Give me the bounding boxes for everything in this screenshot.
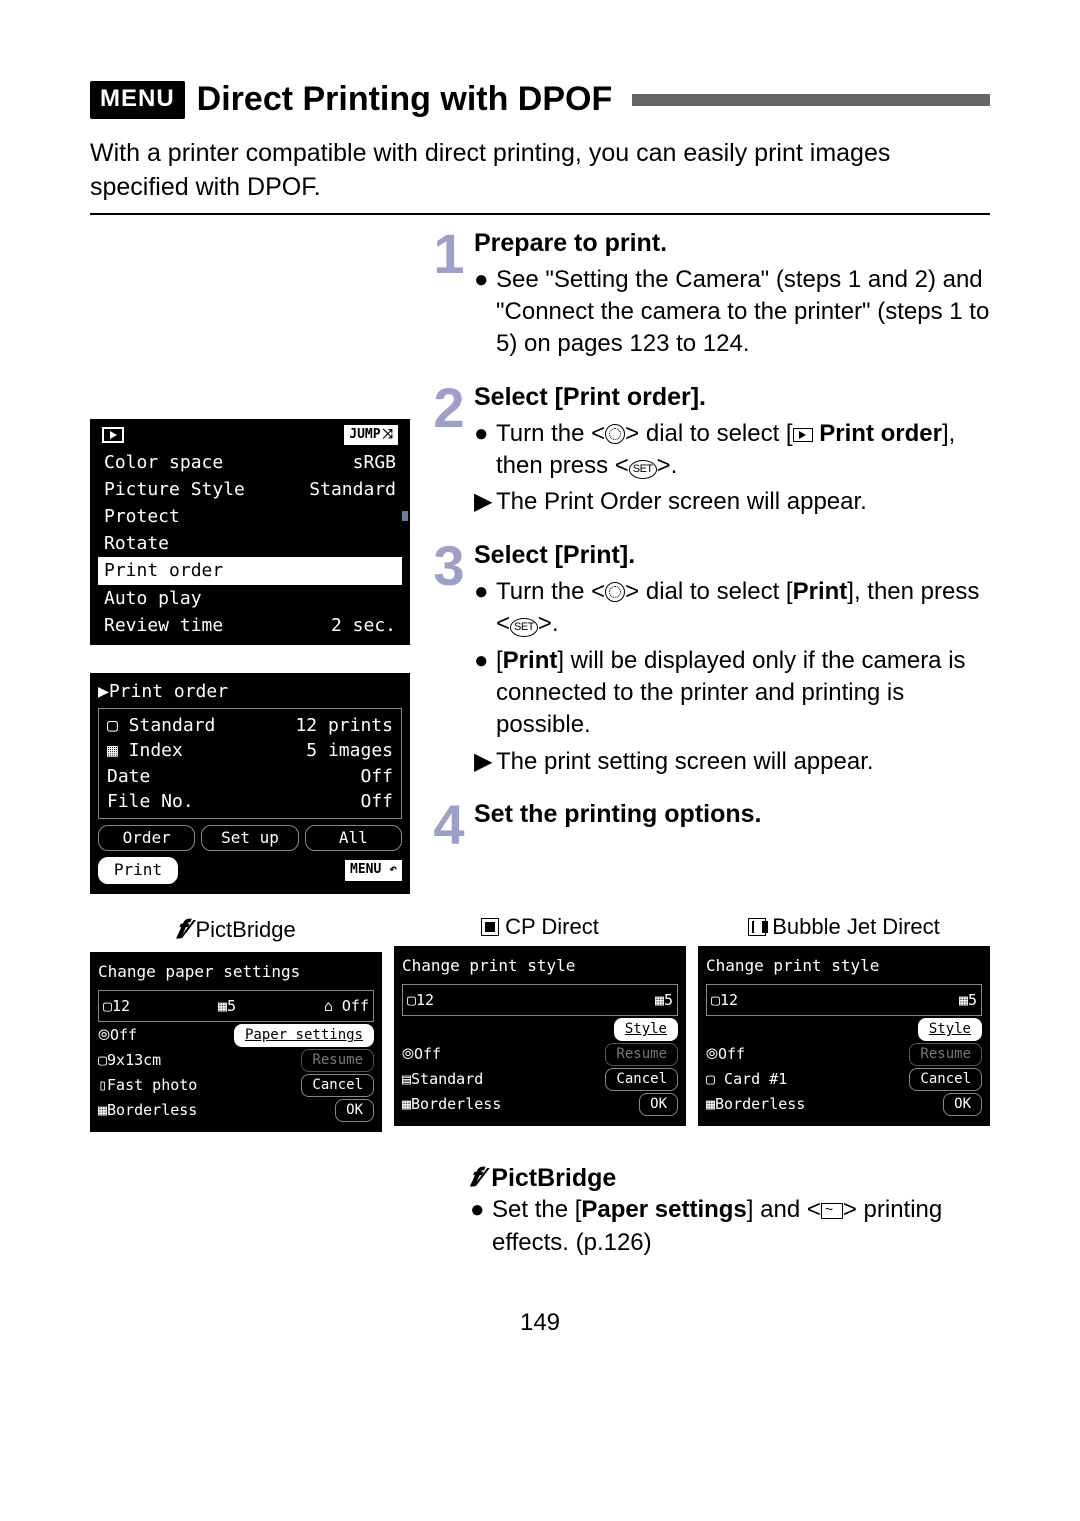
menu-row: Review time2 sec. <box>98 612 402 639</box>
panel-button: Cancel <box>301 1074 374 1097</box>
page-title: Direct Printing with DPOF <box>197 80 613 119</box>
panel-button: OK <box>943 1093 982 1116</box>
menu-row: Picture StyleStandard <box>98 476 402 503</box>
printer-panel: 𝒇⁄PictBridge Change paper settings ▢12▦5… <box>90 914 382 1133</box>
step-title: Set the printing options. <box>474 800 990 829</box>
menu-row: Auto play <box>98 585 402 612</box>
menu-return-badge: MENU ↶ <box>345 860 402 880</box>
print-order-row: ▢ Standard12 prints <box>105 713 395 738</box>
panel-box: ▢12▦5 <box>402 984 678 1017</box>
print-order-row: ▦ Index5 images <box>105 738 395 763</box>
panel-label: CP Direct <box>394 914 686 940</box>
panel-row: ▦BorderlessOK <box>706 1093 982 1116</box>
menu-row: Protect <box>98 503 402 530</box>
printer-screen: Change paper settings ▢12▦5⌂ Off ⦾OffPap… <box>90 952 382 1133</box>
bullet-icon: ● <box>470 1194 482 1259</box>
page-number: 149 <box>90 1309 990 1337</box>
panel-row: ▦BorderlessOK <box>98 1099 374 1122</box>
panel-row: ⦾OffPaper settings <box>98 1024 374 1047</box>
menu-screen: JUMP ⤨ Color spacesRGBPicture StyleStand… <box>90 419 410 646</box>
panel-title: Change print style <box>402 954 678 978</box>
panel-box: ▢12▦5 <box>706 984 982 1017</box>
step-number: 1 <box>430 229 468 365</box>
step-item-text: The Print Order screen will appear. <box>496 486 867 518</box>
arrow-icon: ▶ <box>474 746 486 778</box>
step-title: Prepare to print. <box>474 229 990 258</box>
step-item-text: The print setting screen will appear. <box>496 746 874 778</box>
step-item-text: See "Setting the Camera" (steps 1 and 2)… <box>496 264 990 361</box>
print-order-row: File No.Off <box>105 789 395 814</box>
bubblejet-icon <box>748 918 766 936</box>
panel-button: OK <box>335 1099 374 1122</box>
menu-badge: MENU <box>90 81 185 119</box>
print-order-button: Set up <box>201 825 298 851</box>
intro-text: With a printer compatible with direct pr… <box>90 137 990 205</box>
print-order-row: DateOff <box>105 764 395 789</box>
panel-button: OK <box>639 1093 678 1116</box>
panel-label: Bubble Jet Direct <box>698 914 990 940</box>
step-number: 3 <box>430 541 468 782</box>
menu-row: Print order <box>98 557 402 584</box>
pictbridge-heading: 𝒇⁄ PictBridge <box>470 1162 990 1194</box>
bullet-icon: ● <box>474 645 486 742</box>
panel-button: Paper settings <box>234 1024 374 1047</box>
pictbridge-bullet: Set the [Paper settings] and <> printing… <box>492 1194 990 1259</box>
step-title: Select [Print order]. <box>474 383 990 412</box>
step-number: 2 <box>430 383 468 523</box>
title-bar <box>632 94 990 106</box>
print-order-button: All <box>305 825 402 851</box>
pictbridge-icon: 𝒇⁄ <box>470 1162 483 1194</box>
panel-button: Style <box>614 1018 678 1041</box>
menu-row: Rotate <box>98 530 402 557</box>
playback-icon <box>102 427 124 443</box>
panel-row: ⦾OffResume <box>402 1043 678 1066</box>
step: 3Select [Print]. ●Turn the <> dial to sel… <box>430 541 990 782</box>
menu-row: Color spacesRGB <box>98 449 402 476</box>
cp-direct-icon <box>481 918 499 936</box>
panel-row: ▢9x13cmResume <box>98 1049 374 1072</box>
print-order-screen: ▶Print order ▢ Standard12 prints▦ Index5… <box>90 673 410 894</box>
panel-row: Style <box>706 1018 982 1041</box>
panel-box: ▢12▦5⌂ Off <box>98 990 374 1023</box>
pictbridge-icon: 𝒇⁄ <box>176 914 189 946</box>
panel-title: Change paper settings <box>98 960 374 984</box>
panel-title: Change print style <box>706 954 982 978</box>
panel-row: ▯Fast photoCancel <box>98 1074 374 1097</box>
printer-screen: Change print style ▢12▦5 Style⦾OffResume… <box>698 946 990 1127</box>
printer-screen: Change print style ▢12▦5 Style⦾OffResume… <box>394 946 686 1127</box>
panel-button: Resume <box>301 1049 374 1072</box>
panel-label: 𝒇⁄PictBridge <box>90 914 382 946</box>
bullet-icon: ● <box>474 418 486 483</box>
panel-row: ▦BorderlessOK <box>402 1093 678 1116</box>
bullet-icon: ● <box>474 264 486 361</box>
panel-button: Resume <box>605 1043 678 1066</box>
panel-row: Style <box>402 1018 678 1041</box>
print-order-button: Order <box>98 825 195 851</box>
panel-button: Cancel <box>605 1068 678 1091</box>
panel-row: ▢ Card #1Cancel <box>706 1068 982 1091</box>
panel-button: Cancel <box>909 1068 982 1091</box>
printer-panel: CP Direct Change print style ▢12▦5 Style… <box>394 914 686 1133</box>
bullet-icon: ● <box>474 576 486 641</box>
step: 1Prepare to print. ●See "Setting the Came… <box>430 229 990 365</box>
separator <box>90 213 990 215</box>
panel-button: Style <box>918 1018 982 1041</box>
print-button: Print <box>98 857 178 883</box>
panel-row: ⦾OffResume <box>706 1043 982 1066</box>
step-item-text: Turn the <> dial to select [ Print order… <box>496 418 990 483</box>
step: 2Select [Print order]. ●Turn the <> dial … <box>430 383 990 523</box>
panel-row: ▤StandardCancel <box>402 1068 678 1091</box>
step-title: Select [Print]. <box>474 541 990 570</box>
scroll-indicator <box>402 451 408 640</box>
step-item-text: Turn the <> dial to select [Print], then… <box>496 576 990 641</box>
step: 4Set the printing options. <box>430 800 990 850</box>
panel-button: Resume <box>909 1043 982 1066</box>
step-number: 4 <box>430 800 468 850</box>
arrow-icon: ▶ <box>474 486 486 518</box>
step-item-text: [Print] will be displayed only if the ca… <box>496 645 990 742</box>
printer-panel: Bubble Jet Direct Change print style ▢12… <box>698 914 990 1133</box>
jump-badge: JUMP ⤨ <box>344 425 398 445</box>
